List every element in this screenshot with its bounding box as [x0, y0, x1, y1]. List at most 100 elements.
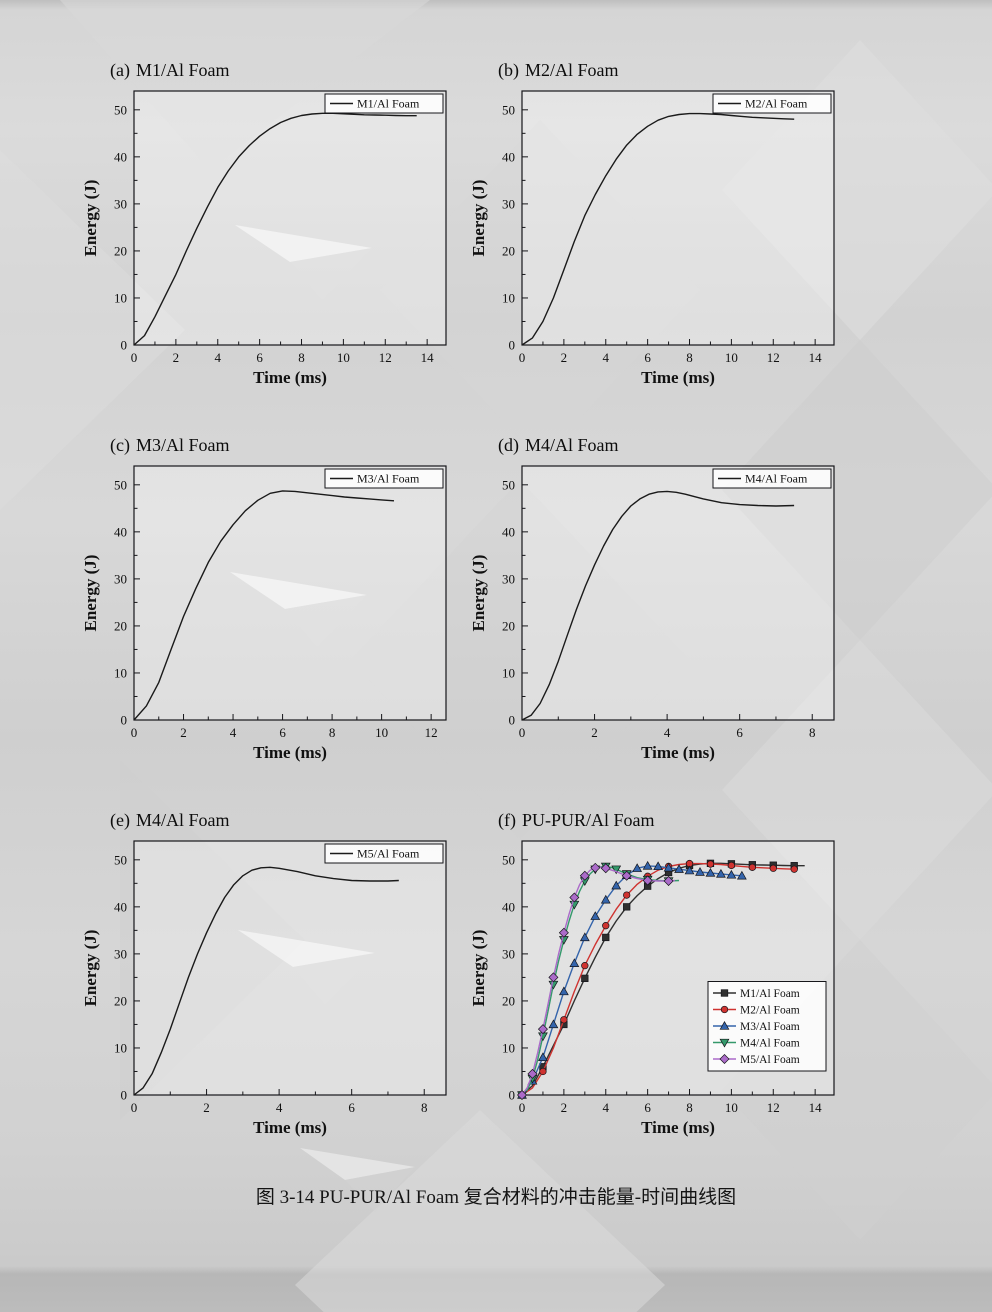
svg-text:0: 0: [509, 338, 516, 353]
svg-text:50: 50: [502, 852, 515, 867]
subplot-d-name: M4/Al Foam: [525, 435, 619, 455]
svg-text:40: 40: [114, 149, 127, 164]
subplot-b-chart: 0 2 4 6 8 10 12 14 0 10 20 30 40 50 Time (ms) Energy (J…: [469, 90, 835, 387]
svg-text:Time (ms): Time (ms): [641, 1118, 715, 1137]
subplot-c: (c) M3/Al Foam 0 2 4 6 8 10 12 0 10 20 30 40 50 Time (…: [80, 435, 462, 766]
svg-text:10: 10: [114, 1040, 127, 1055]
svg-text:40: 40: [502, 899, 515, 914]
svg-text:0: 0: [519, 350, 526, 365]
subplot-e: (e) M4/Al Foam 0 2 4 6 8 0 10 20 30 40 50 Time (ms) E…: [80, 810, 462, 1141]
svg-text:20: 20: [502, 993, 515, 1008]
svg-text:8: 8: [421, 1100, 428, 1115]
svg-text:50: 50: [114, 102, 127, 117]
svg-text:0: 0: [509, 1088, 516, 1103]
subplot-c-chart: 0 2 4 6 8 10 12 0 10 20 30 40 50 Time (ms) Energy (J) M…: [81, 465, 447, 762]
svg-text:Energy (J): Energy (J): [81, 930, 100, 1007]
svg-text:10: 10: [114, 665, 127, 680]
svg-text:2: 2: [173, 350, 180, 365]
svg-text:4: 4: [664, 725, 671, 740]
svg-text:12: 12: [767, 1100, 780, 1115]
svg-text:Time (ms): Time (ms): [641, 743, 715, 762]
svg-text:4: 4: [276, 1100, 283, 1115]
svg-text:30: 30: [502, 946, 515, 961]
svg-text:6: 6: [279, 725, 286, 740]
svg-text:8: 8: [329, 725, 336, 740]
svg-text:40: 40: [114, 524, 127, 539]
svg-text:0: 0: [519, 1100, 526, 1115]
subplot-f-name: PU-PUR/Al Foam: [521, 810, 655, 830]
svg-text:10: 10: [502, 290, 515, 305]
subplot-b-title: (b) M2/Al Foam: [498, 60, 850, 81]
svg-text:M5/Al Foam: M5/Al Foam: [357, 847, 420, 861]
subplot-d-index: (d): [498, 435, 519, 455]
svg-text:M5/Al Foam: M5/Al Foam: [740, 1054, 800, 1066]
svg-text:Energy (J): Energy (J): [469, 180, 488, 257]
svg-text:50: 50: [502, 102, 515, 117]
svg-text:Energy (J): Energy (J): [81, 180, 100, 257]
svg-text:14: 14: [809, 1100, 823, 1115]
svg-text:6: 6: [644, 350, 651, 365]
svg-text:0: 0: [121, 713, 128, 728]
svg-text:0: 0: [121, 1088, 128, 1103]
svg-text:10: 10: [502, 1040, 515, 1055]
svg-text:6: 6: [348, 1100, 355, 1115]
svg-text:Energy (J): Energy (J): [469, 555, 488, 632]
subplot-a-title: (a) M1/Al Foam: [110, 60, 462, 81]
subplot-f-chart: 0 2 4 6 8 10 12 14 0 10 20 30 40 50 Time (ms) Energy (J…: [469, 840, 835, 1137]
svg-text:M4/Al Foam: M4/Al Foam: [745, 472, 808, 486]
svg-text:M2/Al Foam: M2/Al Foam: [745, 97, 808, 111]
svg-text:Time (ms): Time (ms): [253, 743, 327, 762]
svg-text:6: 6: [736, 725, 743, 740]
subplot-d-chart: 0 2 4 6 8 0 10 20 30 40 50 Time (ms) Energy (J) M4/Al…: [469, 465, 835, 762]
svg-text:40: 40: [502, 524, 515, 539]
svg-text:Energy (J): Energy (J): [81, 555, 100, 632]
subplot-e-title: (e) M4/Al Foam: [110, 810, 462, 831]
subplot-a-index: (a): [110, 60, 130, 80]
svg-text:10: 10: [725, 350, 738, 365]
subplot-f-index: (f): [498, 810, 516, 830]
svg-text:0: 0: [131, 1100, 138, 1115]
svg-text:0: 0: [121, 338, 128, 353]
svg-text:M2/Al Foam: M2/Al Foam: [740, 1005, 800, 1017]
svg-text:2: 2: [591, 725, 598, 740]
svg-text:8: 8: [686, 350, 693, 365]
svg-text:4: 4: [230, 725, 237, 740]
subplot-d: (d) M4/Al Foam 0 2 4 6 8 0 10 20 30 40 50 Time (ms) E…: [468, 435, 850, 766]
svg-text:6: 6: [256, 350, 263, 365]
svg-text:10: 10: [375, 725, 388, 740]
subplot-e-index: (e): [110, 810, 130, 830]
subplot-a-name: M1/Al Foam: [135, 60, 230, 80]
svg-text:8: 8: [686, 1100, 693, 1115]
svg-text:6: 6: [644, 1100, 651, 1115]
svg-text:12: 12: [767, 350, 780, 365]
svg-text:14: 14: [421, 350, 435, 365]
svg-text:12: 12: [425, 725, 438, 740]
svg-text:12: 12: [379, 350, 392, 365]
svg-text:20: 20: [114, 243, 127, 258]
svg-text:30: 30: [502, 196, 515, 211]
svg-text:Energy (J): Energy (J): [469, 930, 488, 1007]
svg-text:M1/Al Foam: M1/Al Foam: [357, 97, 420, 111]
subplot-c-title: (c) M3/Al Foam: [110, 435, 462, 456]
svg-text:2: 2: [561, 1100, 568, 1115]
svg-text:50: 50: [502, 477, 515, 492]
svg-text:20: 20: [502, 243, 515, 258]
svg-text:20: 20: [114, 993, 127, 1008]
subplot-e-name: M4/Al Foam: [135, 810, 230, 830]
svg-text:20: 20: [502, 618, 515, 633]
svg-text:Time (ms): Time (ms): [253, 368, 327, 387]
svg-text:50: 50: [114, 852, 127, 867]
figure-caption: 图 3-14 PU-PUR/Al Foam 复合材料的冲击能量-时间曲线图: [255, 1187, 737, 1208]
svg-text:14: 14: [809, 350, 823, 365]
svg-text:2: 2: [561, 350, 568, 365]
subplot-c-name: M3/Al Foam: [135, 435, 230, 455]
svg-text:M4/Al Foam: M4/Al Foam: [740, 1038, 800, 1050]
svg-text:8: 8: [298, 350, 305, 365]
subplot-f-title: (f) PU-PUR/Al Foam: [498, 810, 850, 831]
svg-text:30: 30: [114, 196, 127, 211]
svg-text:10: 10: [337, 350, 350, 365]
svg-text:10: 10: [502, 665, 515, 680]
svg-text:30: 30: [502, 571, 515, 586]
